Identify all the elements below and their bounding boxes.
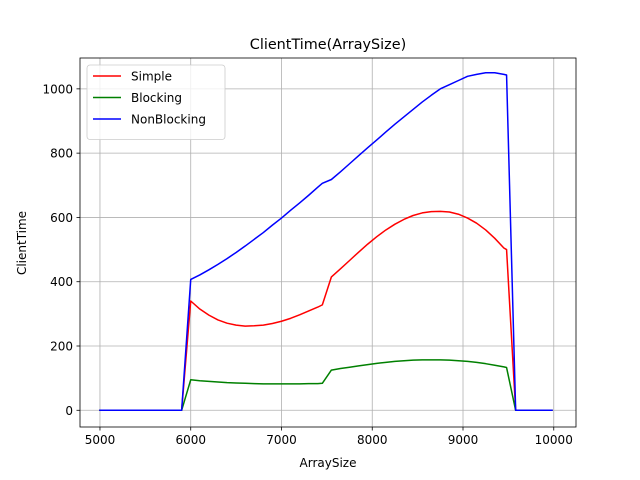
y-tick-label: 0 [65,404,73,418]
legend-label: Blocking [131,91,182,105]
x-tick-label: 9000 [448,433,479,447]
y-tick-label: 800 [50,147,73,161]
x-tick-label: 6000 [175,433,206,447]
plot-area [99,72,553,412]
legend: Simple Blocking NonBlocking [86,64,226,140]
legend-label: Simple [131,70,172,84]
series-line-nonblocking [99,72,553,412]
x-tick-label: 5000 [85,433,116,447]
x-axis-ticks: 5000 6000 7000 8000 9000 10000 [85,427,573,447]
y-tick-label: 400 [50,275,73,289]
axes-frame [79,57,577,428]
legend-label: NonBlocking [131,113,206,127]
chart-title: ClientTime(ArraySize) [250,37,406,53]
x-tick-label: 7000 [266,433,297,447]
legend-box [86,64,226,140]
grid-lines [80,58,576,427]
y-axis-label: ClientTime [15,211,29,275]
x-tick-label: 8000 [357,433,388,447]
y-axis-ticks: 0 200 400 600 800 1000 [42,82,80,418]
x-axis-label: ArraySize [300,456,357,470]
y-tick-label: 200 [50,340,73,354]
y-tick-label: 600 [50,211,73,225]
x-tick-label: 10000 [535,433,573,447]
y-tick-label: 1000 [42,82,73,96]
